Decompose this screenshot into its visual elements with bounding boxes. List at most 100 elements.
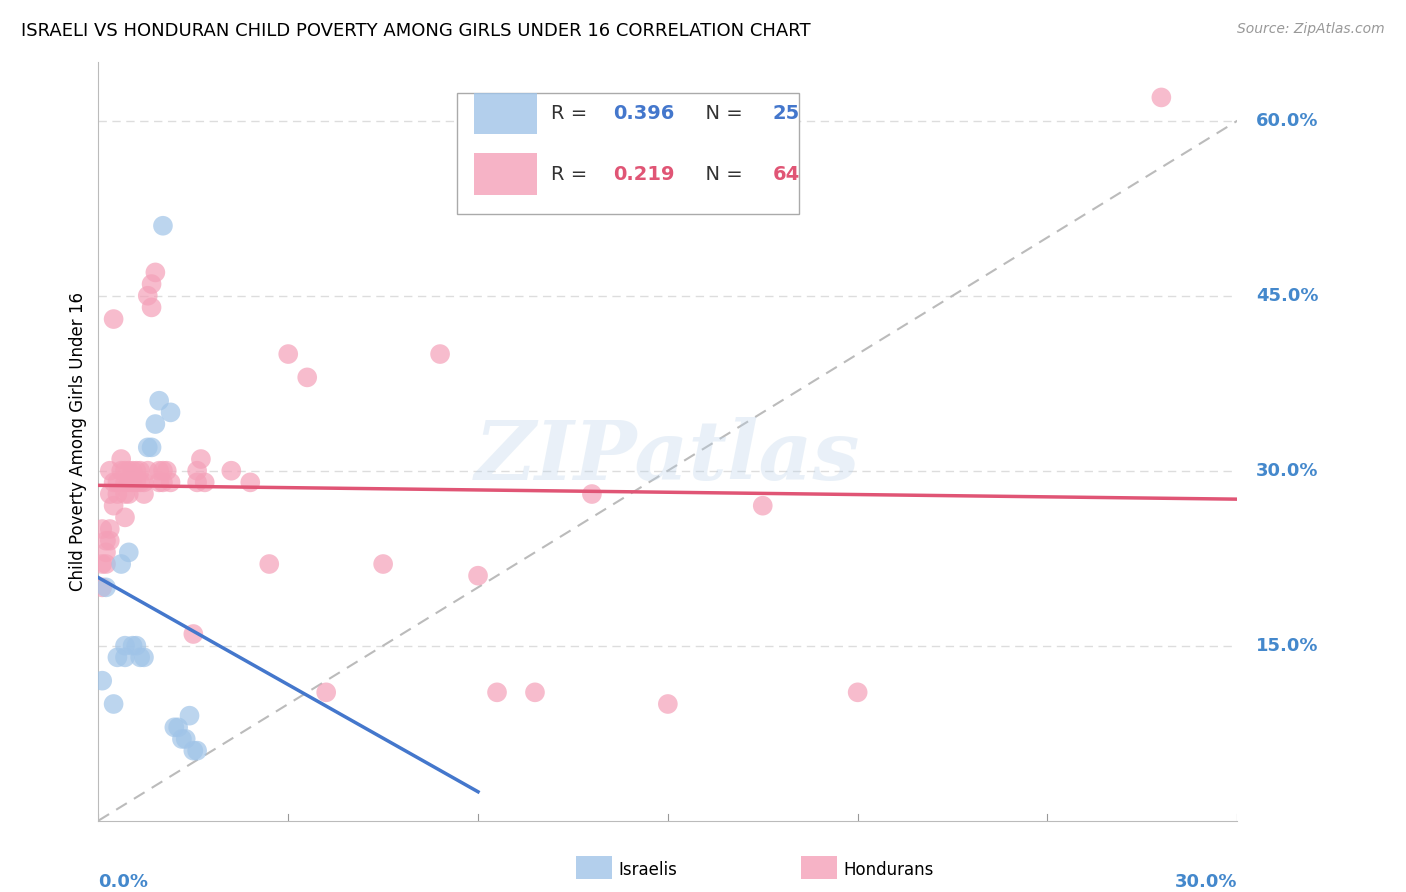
Point <box>114 650 136 665</box>
Point <box>179 708 201 723</box>
Point <box>190 452 212 467</box>
Point <box>239 475 262 490</box>
Point <box>118 545 141 559</box>
Point <box>129 650 152 665</box>
Point <box>98 487 121 501</box>
Point <box>221 464 243 478</box>
Point <box>141 301 163 315</box>
Point <box>152 475 174 490</box>
Point <box>121 639 143 653</box>
Point <box>132 487 155 501</box>
Text: 30.0%: 30.0% <box>1175 873 1237 891</box>
Point <box>132 475 155 490</box>
Point <box>114 475 136 490</box>
Point <box>167 720 190 734</box>
Point <box>103 475 125 490</box>
Point <box>148 464 170 478</box>
Point <box>148 475 170 490</box>
Point <box>98 533 121 548</box>
Point <box>152 464 174 478</box>
Text: 64: 64 <box>773 165 800 184</box>
Point <box>148 393 170 408</box>
Point <box>114 464 136 478</box>
Text: R =: R = <box>551 165 593 184</box>
Text: N =: N = <box>693 165 749 184</box>
Point <box>581 487 603 501</box>
Point <box>103 312 125 326</box>
Point <box>467 568 489 582</box>
Point <box>156 464 179 478</box>
Point <box>159 405 181 419</box>
Text: Hondurans: Hondurans <box>844 861 934 879</box>
Point <box>98 464 121 478</box>
FancyBboxPatch shape <box>457 93 799 214</box>
Text: Israelis: Israelis <box>619 861 678 879</box>
Point <box>145 265 167 279</box>
Point <box>657 697 679 711</box>
Point <box>94 533 117 548</box>
Point <box>114 487 136 501</box>
Point <box>129 464 152 478</box>
Text: 15.0%: 15.0% <box>1257 637 1319 655</box>
Point <box>429 347 451 361</box>
Text: ISRAELI VS HONDURAN CHILD POVERTY AMONG GIRLS UNDER 16 CORRELATION CHART: ISRAELI VS HONDURAN CHILD POVERTY AMONG … <box>21 22 811 40</box>
Text: N =: N = <box>693 104 749 123</box>
Point <box>174 731 197 746</box>
Point <box>107 650 129 665</box>
Point <box>98 522 121 536</box>
Point <box>159 475 181 490</box>
Text: 0.219: 0.219 <box>613 165 675 184</box>
Point <box>170 731 193 746</box>
Point <box>259 557 281 571</box>
Point <box>136 441 159 455</box>
FancyBboxPatch shape <box>474 93 537 135</box>
Point <box>1150 90 1173 104</box>
Point <box>141 441 163 455</box>
Point <box>94 580 117 594</box>
Point <box>186 464 208 478</box>
Text: R =: R = <box>551 104 593 123</box>
Point <box>125 464 148 478</box>
Point <box>486 685 509 699</box>
Point <box>277 347 299 361</box>
Point <box>186 475 208 490</box>
Point <box>118 475 141 490</box>
Point <box>371 557 394 571</box>
Point <box>94 557 117 571</box>
Point <box>91 580 114 594</box>
Point <box>183 627 205 641</box>
Point <box>129 475 152 490</box>
Point <box>103 697 125 711</box>
Y-axis label: Child Poverty Among Girls Under 16: Child Poverty Among Girls Under 16 <box>69 292 87 591</box>
Point <box>118 464 141 478</box>
Text: 30.0%: 30.0% <box>1257 462 1319 480</box>
Point <box>132 650 155 665</box>
Text: 25: 25 <box>773 104 800 123</box>
Point <box>183 744 205 758</box>
Point <box>846 685 869 699</box>
Point <box>297 370 319 384</box>
Point <box>152 219 174 233</box>
Point <box>186 744 208 758</box>
Point <box>91 557 114 571</box>
Point <box>118 487 141 501</box>
Point <box>141 277 163 291</box>
Point <box>194 475 217 490</box>
Point <box>125 475 148 490</box>
Point <box>121 464 143 478</box>
Point <box>752 499 775 513</box>
Point <box>110 557 132 571</box>
Point <box>524 685 547 699</box>
Point <box>114 510 136 524</box>
Text: 60.0%: 60.0% <box>1257 112 1319 129</box>
Point <box>114 639 136 653</box>
Text: 0.0%: 0.0% <box>98 873 149 891</box>
Point <box>103 499 125 513</box>
Point <box>125 639 148 653</box>
Point <box>91 673 114 688</box>
Text: 0.396: 0.396 <box>613 104 675 123</box>
Point <box>107 487 129 501</box>
Point <box>136 289 159 303</box>
Point <box>110 464 132 478</box>
Point <box>91 522 114 536</box>
